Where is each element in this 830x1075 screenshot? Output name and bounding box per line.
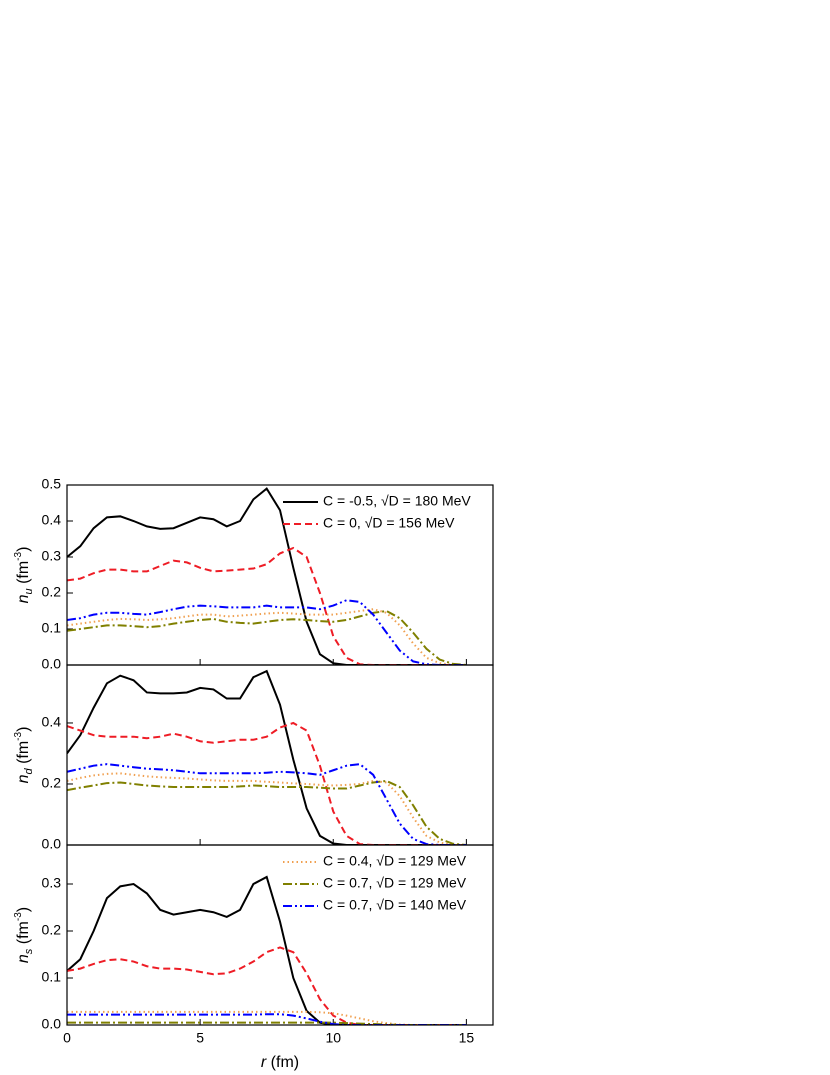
y-tick-label: 0.0: [42, 656, 62, 672]
x-label-symbol: r: [261, 1054, 267, 1071]
y-tick-label: 0.4: [42, 714, 62, 730]
series-line: [67, 599, 467, 665]
legend-label: C = 0.7, √D = 140 MeV: [323, 897, 467, 913]
x-tick-label: 0: [63, 1030, 71, 1046]
series-line: [67, 1021, 467, 1025]
y-label-unit: (fm: [15, 741, 32, 769]
series-line: [67, 779, 467, 845]
y-tick-label: 0.1: [42, 620, 62, 636]
y-axis-label: ns (fm-3): [13, 907, 35, 963]
y-tick-label: 0.5: [42, 476, 62, 492]
y-label-exponent: -3: [13, 551, 24, 560]
y-label-exponent: -3: [13, 912, 24, 921]
y-tick-label: 0.2: [42, 922, 62, 938]
series-line: [67, 721, 467, 845]
y-label-symbol: n: [15, 954, 32, 963]
y-label-symbol: n: [15, 774, 32, 783]
y-label-unit: (fm: [15, 921, 32, 949]
y-label-end: ): [15, 727, 32, 732]
y-tick-label: 0.4: [42, 512, 62, 528]
y-tick-label: 0.3: [42, 548, 62, 564]
series-line: [67, 487, 467, 665]
y-label-end: ): [15, 907, 32, 912]
series-line: [67, 609, 467, 665]
y-label-subscript: u: [23, 588, 35, 594]
y-label-subscript: s: [23, 948, 35, 954]
plot-frame: [66, 664, 494, 846]
y-label-unit: (fm: [15, 561, 32, 589]
legend-label: C = -0.5, √D = 180 MeV: [323, 493, 471, 509]
legend-label: C = 0.7, √D = 129 MeV: [323, 875, 467, 891]
series-line: [67, 669, 467, 845]
y-axis-label: nu (fm-3): [13, 547, 35, 604]
y-tick-label: 0.3: [42, 875, 62, 891]
series-line: [67, 772, 467, 845]
series-line: [67, 608, 467, 665]
x-label-unit: (fm): [266, 1054, 299, 1071]
series-line: [67, 1013, 467, 1025]
y-label-exponent: -3: [13, 731, 24, 740]
y-label-end: ): [15, 547, 32, 552]
x-tick-label: 5: [196, 1030, 204, 1046]
plot-frame: [66, 844, 494, 1026]
x-tick-label: 10: [325, 1030, 341, 1046]
y-label-symbol: n: [15, 594, 32, 603]
series-line: [67, 875, 467, 1025]
series-line: [67, 546, 467, 665]
series-line: [67, 946, 467, 1025]
legend-label: C = 0.4, √D = 129 MeV: [323, 853, 467, 869]
legend-label: C = 0, √D = 156 MeV: [323, 515, 455, 531]
x-axis-label: r (fm): [261, 1054, 299, 1071]
series-line: [67, 763, 467, 845]
y-tick-label: 0.0: [42, 1016, 62, 1032]
y-tick-label: 0.1: [42, 969, 62, 985]
y-label-subscript: d: [23, 768, 35, 775]
y-tick-label: 0.2: [42, 584, 62, 600]
x-tick-label: 15: [459, 1030, 475, 1046]
y-axis-label: nd (fm-3): [13, 727, 35, 784]
y-tick-label: 0.2: [42, 775, 62, 791]
y-tick-label: 0.0: [42, 836, 62, 852]
